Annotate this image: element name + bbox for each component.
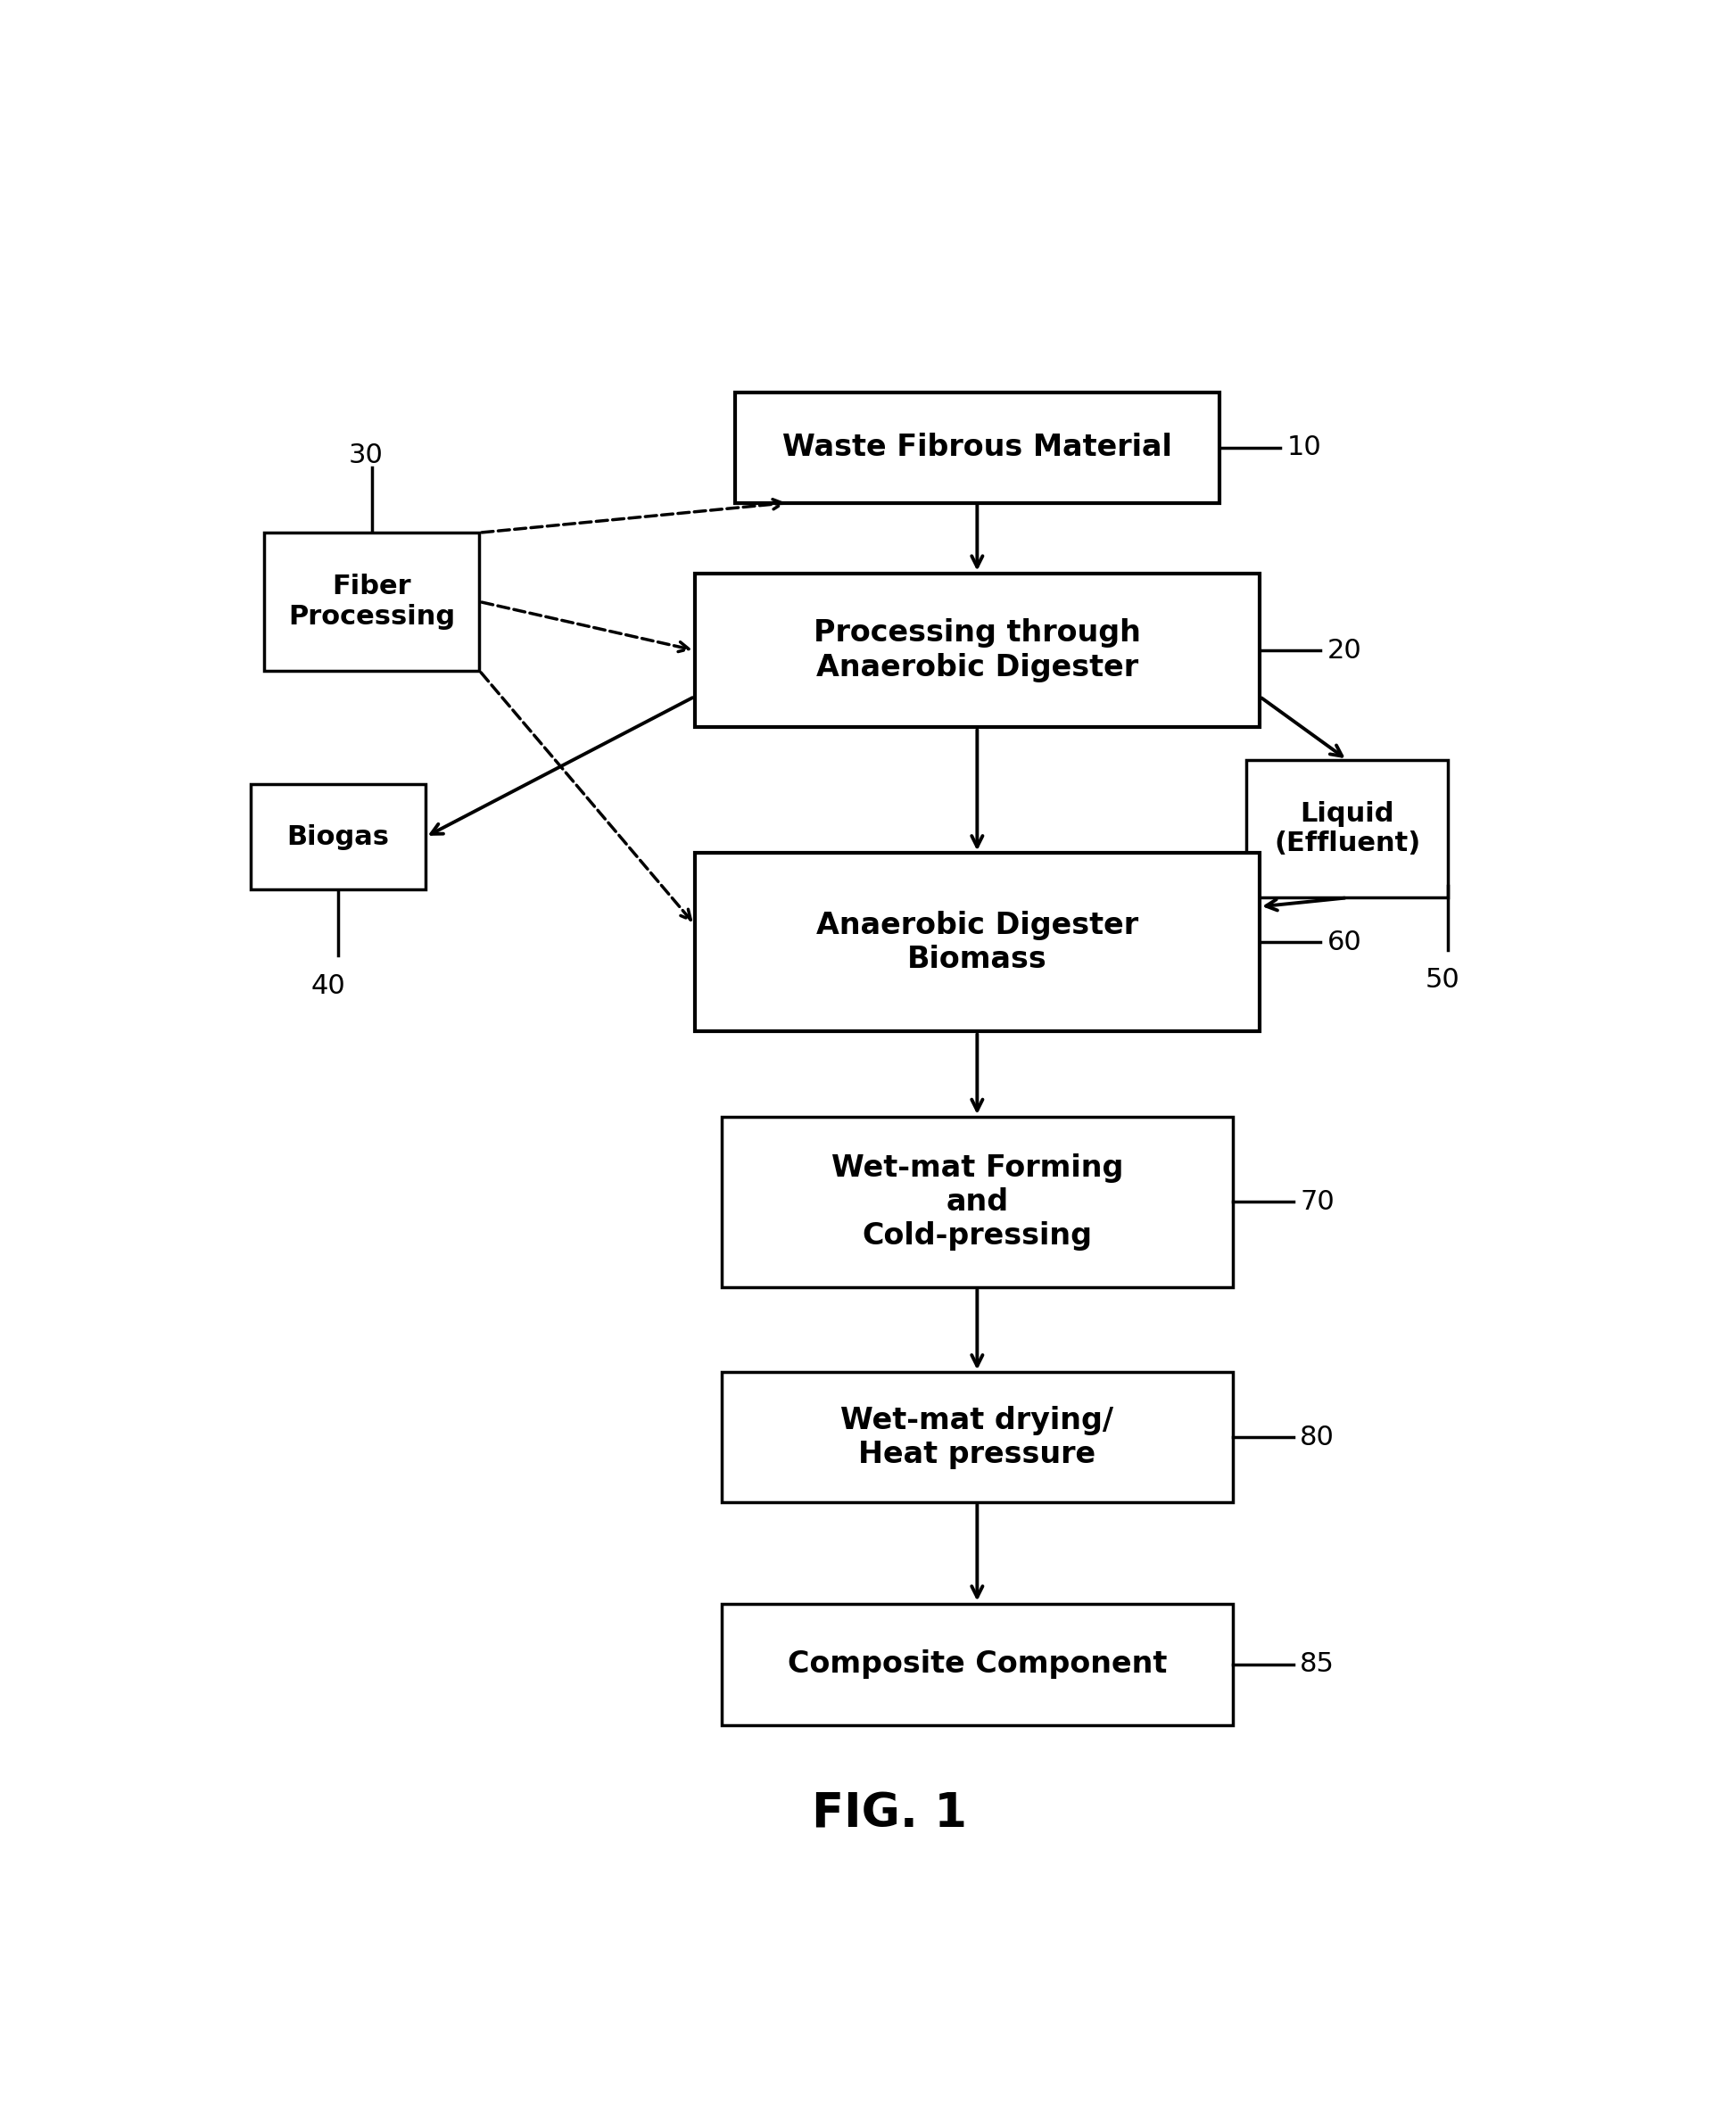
Text: Waste Fibrous Material: Waste Fibrous Material (783, 432, 1172, 461)
Text: 60: 60 (1326, 929, 1361, 954)
Bar (722, 1603, 1233, 1726)
Bar (264, 533, 479, 670)
Text: Anaerobic Digester
Biomass: Anaerobic Digester Biomass (816, 910, 1139, 973)
Text: 30: 30 (349, 442, 384, 468)
Bar (1246, 761, 1448, 898)
Text: Processing through
Anaerobic Digester: Processing through Anaerobic Digester (814, 619, 1141, 683)
Text: Wet-mat Forming
and
Cold-pressing: Wet-mat Forming and Cold-pressing (832, 1153, 1123, 1252)
Text: Composite Component: Composite Component (788, 1650, 1167, 1679)
Text: 70: 70 (1300, 1188, 1335, 1216)
Text: Fiber
Processing: Fiber Processing (288, 573, 455, 630)
Bar (722, 1372, 1233, 1502)
Bar (694, 573, 1260, 727)
Bar (250, 784, 425, 889)
Text: 80: 80 (1300, 1424, 1335, 1450)
Bar (734, 392, 1219, 504)
Bar (694, 853, 1260, 1032)
Text: Biogas: Biogas (286, 824, 389, 849)
Text: 10: 10 (1286, 434, 1321, 461)
Text: 50: 50 (1425, 967, 1460, 992)
Bar (722, 1117, 1233, 1287)
Text: 85: 85 (1300, 1652, 1335, 1677)
Text: Wet-mat drying/
Heat pressure: Wet-mat drying/ Heat pressure (840, 1405, 1115, 1469)
Text: Liquid
(Effluent): Liquid (Effluent) (1274, 801, 1420, 858)
Text: 40: 40 (311, 973, 345, 999)
Text: FIG. 1: FIG. 1 (812, 1791, 967, 1837)
Text: 20: 20 (1326, 638, 1361, 664)
